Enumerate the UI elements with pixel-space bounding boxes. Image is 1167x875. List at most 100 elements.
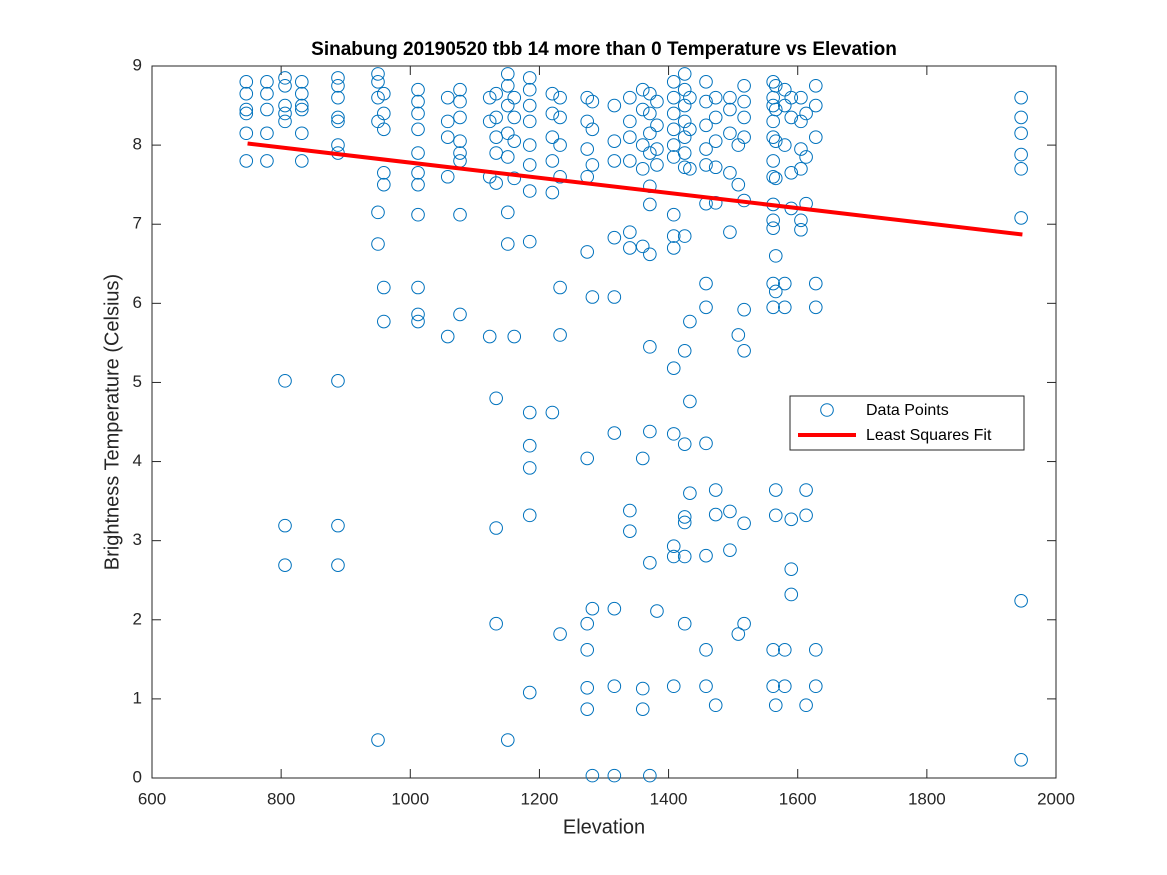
data-point <box>778 276 792 291</box>
fit-line <box>247 141 1023 237</box>
data-point <box>683 486 697 501</box>
data-point <box>295 86 309 101</box>
data-point <box>507 171 522 186</box>
data-point <box>723 225 737 239</box>
data-point <box>677 616 692 631</box>
data-point <box>643 768 657 783</box>
data-point <box>545 154 560 168</box>
data-point <box>666 361 681 376</box>
data-point <box>482 329 497 344</box>
data-point <box>239 75 254 89</box>
data-point <box>677 160 692 175</box>
data-point <box>500 205 515 220</box>
data-point <box>411 94 425 109</box>
data-point <box>784 562 799 576</box>
y-tick-label: 8 <box>133 135 142 154</box>
data-point <box>623 130 637 144</box>
data-point <box>677 229 692 243</box>
data-point <box>553 280 567 295</box>
data-point <box>440 329 455 344</box>
data-point <box>677 130 692 144</box>
data-point <box>260 126 274 141</box>
data-point <box>666 90 681 105</box>
data-point <box>666 138 681 152</box>
data-point <box>331 138 345 152</box>
data-point <box>723 126 737 141</box>
data-point <box>522 114 537 129</box>
data-point <box>260 154 274 168</box>
data-point <box>1014 753 1028 767</box>
data-point <box>295 75 309 89</box>
data-point <box>580 616 595 631</box>
data-point <box>723 90 737 105</box>
data-point <box>635 138 650 152</box>
data-point <box>778 643 792 657</box>
data-point <box>331 558 345 572</box>
data-point <box>278 98 292 113</box>
data-point <box>635 82 650 97</box>
data-point <box>699 276 713 291</box>
data-point <box>677 114 692 129</box>
data-point <box>371 205 385 220</box>
data-point <box>650 94 664 109</box>
data-point <box>699 94 713 109</box>
x-tick-label: 2000 <box>1037 789 1075 808</box>
data-point <box>553 138 567 152</box>
data-point <box>737 130 751 144</box>
y-tick-label: 1 <box>133 688 142 707</box>
data-point <box>683 90 697 105</box>
data-point <box>778 679 792 694</box>
data-point <box>1014 126 1028 141</box>
x-tick-label: 1800 <box>908 789 946 808</box>
data-point <box>522 138 537 152</box>
y-tick-label: 5 <box>133 372 142 391</box>
data-point <box>522 461 537 475</box>
data-point <box>585 94 600 109</box>
data-point <box>585 601 600 616</box>
data-point <box>580 451 595 466</box>
data-point <box>623 503 637 518</box>
data-point <box>453 110 467 125</box>
data-point <box>239 126 254 141</box>
data-point <box>650 118 664 133</box>
data-point <box>489 391 503 406</box>
data-point <box>666 75 681 89</box>
data-point <box>766 213 780 228</box>
legend-box <box>789 395 1025 451</box>
data-point <box>607 98 622 113</box>
data-point <box>737 516 751 531</box>
x-tick-label: 600 <box>138 789 166 808</box>
data-point <box>677 344 692 358</box>
data-point <box>411 166 425 180</box>
data-point <box>331 518 345 533</box>
data-point <box>507 329 522 344</box>
data-point <box>794 222 808 237</box>
data-point <box>666 427 681 441</box>
data-point <box>377 166 391 180</box>
data-point <box>794 213 808 228</box>
data-point <box>239 102 254 117</box>
data-point <box>377 106 391 121</box>
data-point <box>723 102 737 117</box>
y-tick-label: 3 <box>133 530 142 549</box>
legend-label: Least Squares Fit <box>866 427 992 444</box>
data-point <box>607 601 622 616</box>
x-axis-label: Elevation <box>563 816 645 838</box>
data-point <box>699 300 713 315</box>
data-point <box>635 451 650 466</box>
data-point <box>371 733 385 747</box>
data-point <box>650 142 664 156</box>
chart-title: Sinabung 20190520 tbb 14 more than 0 Tem… <box>311 39 897 60</box>
data-point <box>623 154 637 168</box>
data-point <box>607 426 622 440</box>
data-point <box>522 508 537 523</box>
data-point <box>553 90 567 105</box>
y-tick-label: 4 <box>133 451 142 470</box>
data-point <box>699 436 713 451</box>
data-point <box>553 169 567 184</box>
data-point <box>623 225 637 239</box>
data-point <box>489 521 503 535</box>
y-tick-label: 7 <box>133 214 142 233</box>
data-point <box>580 702 595 716</box>
